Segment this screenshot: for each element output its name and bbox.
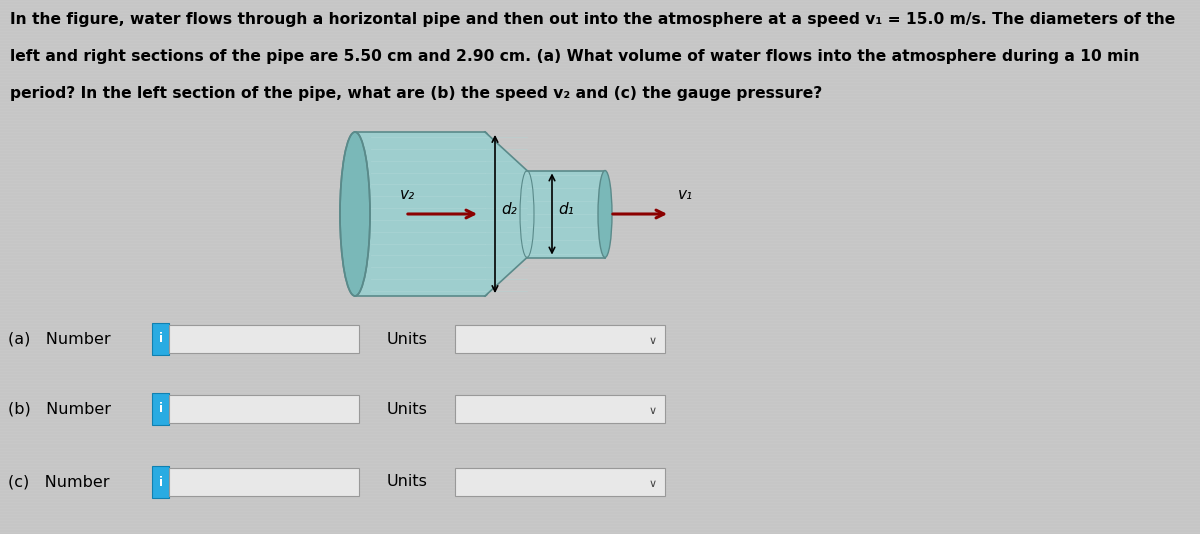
Text: ∨: ∨ bbox=[649, 336, 658, 346]
Ellipse shape bbox=[598, 170, 612, 257]
Ellipse shape bbox=[474, 132, 496, 296]
Text: Units: Units bbox=[386, 402, 428, 417]
Text: left and right sections of the pipe are 5.50 cm and 2.90 cm. (a) What volume of : left and right sections of the pipe are … bbox=[10, 49, 1140, 64]
Polygon shape bbox=[355, 132, 485, 296]
Text: v₂: v₂ bbox=[400, 187, 415, 202]
Text: Units: Units bbox=[386, 475, 428, 490]
FancyBboxPatch shape bbox=[152, 466, 169, 498]
Text: d₁: d₁ bbox=[558, 201, 574, 216]
Text: (c)   Number: (c) Number bbox=[8, 475, 109, 490]
Text: i: i bbox=[158, 333, 162, 345]
Text: i: i bbox=[158, 475, 162, 489]
FancyBboxPatch shape bbox=[169, 468, 359, 496]
Text: Units: Units bbox=[386, 332, 428, 347]
FancyBboxPatch shape bbox=[169, 325, 359, 353]
Text: i: i bbox=[158, 403, 162, 415]
FancyBboxPatch shape bbox=[455, 468, 665, 496]
Polygon shape bbox=[485, 132, 527, 296]
Text: In the figure, water flows through a horizontal pipe and then out into the atmos: In the figure, water flows through a hor… bbox=[10, 12, 1175, 27]
Text: ∨: ∨ bbox=[649, 479, 658, 489]
Text: (b)   Number: (b) Number bbox=[8, 402, 112, 417]
FancyBboxPatch shape bbox=[455, 325, 665, 353]
Text: (a)   Number: (a) Number bbox=[8, 332, 110, 347]
Text: v₁: v₁ bbox=[678, 187, 694, 202]
FancyBboxPatch shape bbox=[152, 393, 169, 425]
Polygon shape bbox=[527, 170, 605, 257]
FancyBboxPatch shape bbox=[169, 395, 359, 423]
Text: ∨: ∨ bbox=[649, 406, 658, 416]
FancyBboxPatch shape bbox=[152, 323, 169, 355]
FancyBboxPatch shape bbox=[455, 395, 665, 423]
Ellipse shape bbox=[340, 132, 370, 296]
Text: period? In the left section of the pipe, what are (b) the speed v₂ and (c) the g: period? In the left section of the pipe,… bbox=[10, 86, 822, 101]
Text: d₂: d₂ bbox=[500, 201, 517, 216]
